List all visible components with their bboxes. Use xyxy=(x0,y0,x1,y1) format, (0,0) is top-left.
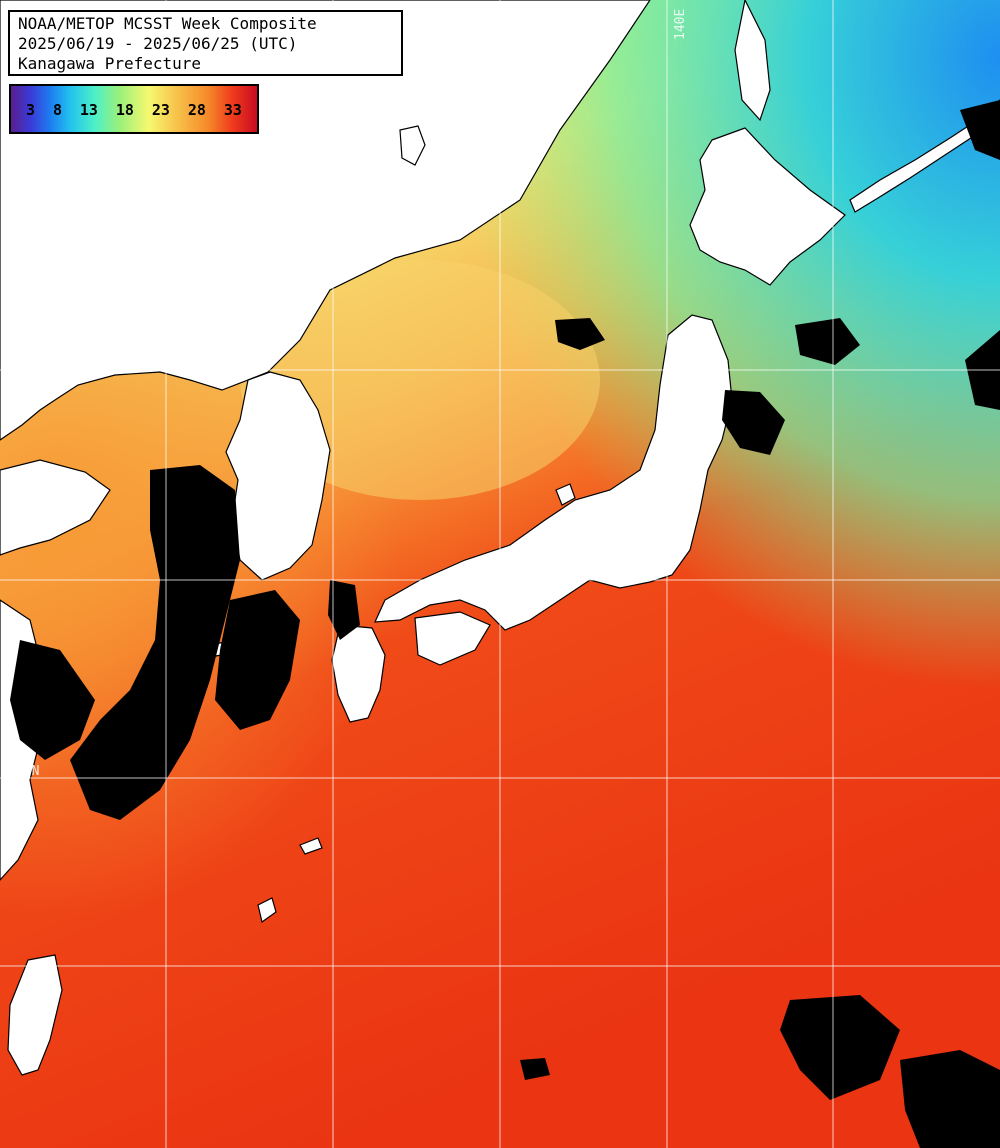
cloud-mask-tsushima xyxy=(328,580,360,640)
amami-island xyxy=(257,897,277,924)
lon-label-140e: 140E xyxy=(673,9,688,40)
temperature-colorbar: 3 8 13 18 23 28 33 xyxy=(9,84,259,134)
colorbar-labels: 3 8 13 18 23 28 33 xyxy=(11,100,257,120)
cloud-mask-yellow-sea xyxy=(70,465,240,820)
taiwan xyxy=(7,954,63,1076)
cloud-mask-south xyxy=(520,1058,550,1080)
cloud-mask-tohoku xyxy=(722,390,785,455)
kuril-islands xyxy=(849,99,1000,213)
ryukyu-island xyxy=(299,837,323,855)
colorbar-tick: 3 xyxy=(25,101,35,119)
honshu xyxy=(374,314,733,631)
colorbar-tick: 23 xyxy=(151,101,170,119)
colorbar-tick: 28 xyxy=(187,101,206,119)
sakhalin xyxy=(734,0,771,122)
cloud-mask-south-east xyxy=(780,995,900,1100)
cloud-mask xyxy=(10,100,1000,1148)
lat-label-30n: 30N xyxy=(16,764,39,779)
shandong-peninsula xyxy=(0,459,111,556)
colorbar-tick: 18 xyxy=(115,101,134,119)
korean-peninsula xyxy=(225,371,331,581)
sado-island xyxy=(555,483,576,506)
colorbar-tick: 13 xyxy=(79,101,98,119)
lat-label-40n: 40N xyxy=(16,356,39,371)
kyushu xyxy=(331,624,386,723)
colorbar-tick: 33 xyxy=(223,101,242,119)
hokkaido xyxy=(689,127,846,286)
shikoku xyxy=(414,611,491,666)
cloud-mask-east-china-sea xyxy=(215,590,300,730)
cloud-mask-yangtze xyxy=(10,640,95,760)
ulleung-island xyxy=(399,125,426,166)
map-title: NOAA/METOP MCSST Week Composite xyxy=(18,14,317,33)
cloud-mask-okhotsk xyxy=(960,100,1000,160)
map-title-box: NOAA/METOP MCSST Week Composite 2025/06/… xyxy=(8,10,403,76)
colorbar-tick: 8 xyxy=(52,101,62,119)
cloud-mask-japan-sea xyxy=(555,318,605,350)
cloud-mask-sanriku xyxy=(795,318,860,365)
cloud-mask-south-east-2 xyxy=(900,1050,1000,1148)
date-range: 2025/06/19 - 2025/06/25 (UTC) xyxy=(18,34,298,53)
region-name: Kanagawa Prefecture xyxy=(18,54,202,73)
